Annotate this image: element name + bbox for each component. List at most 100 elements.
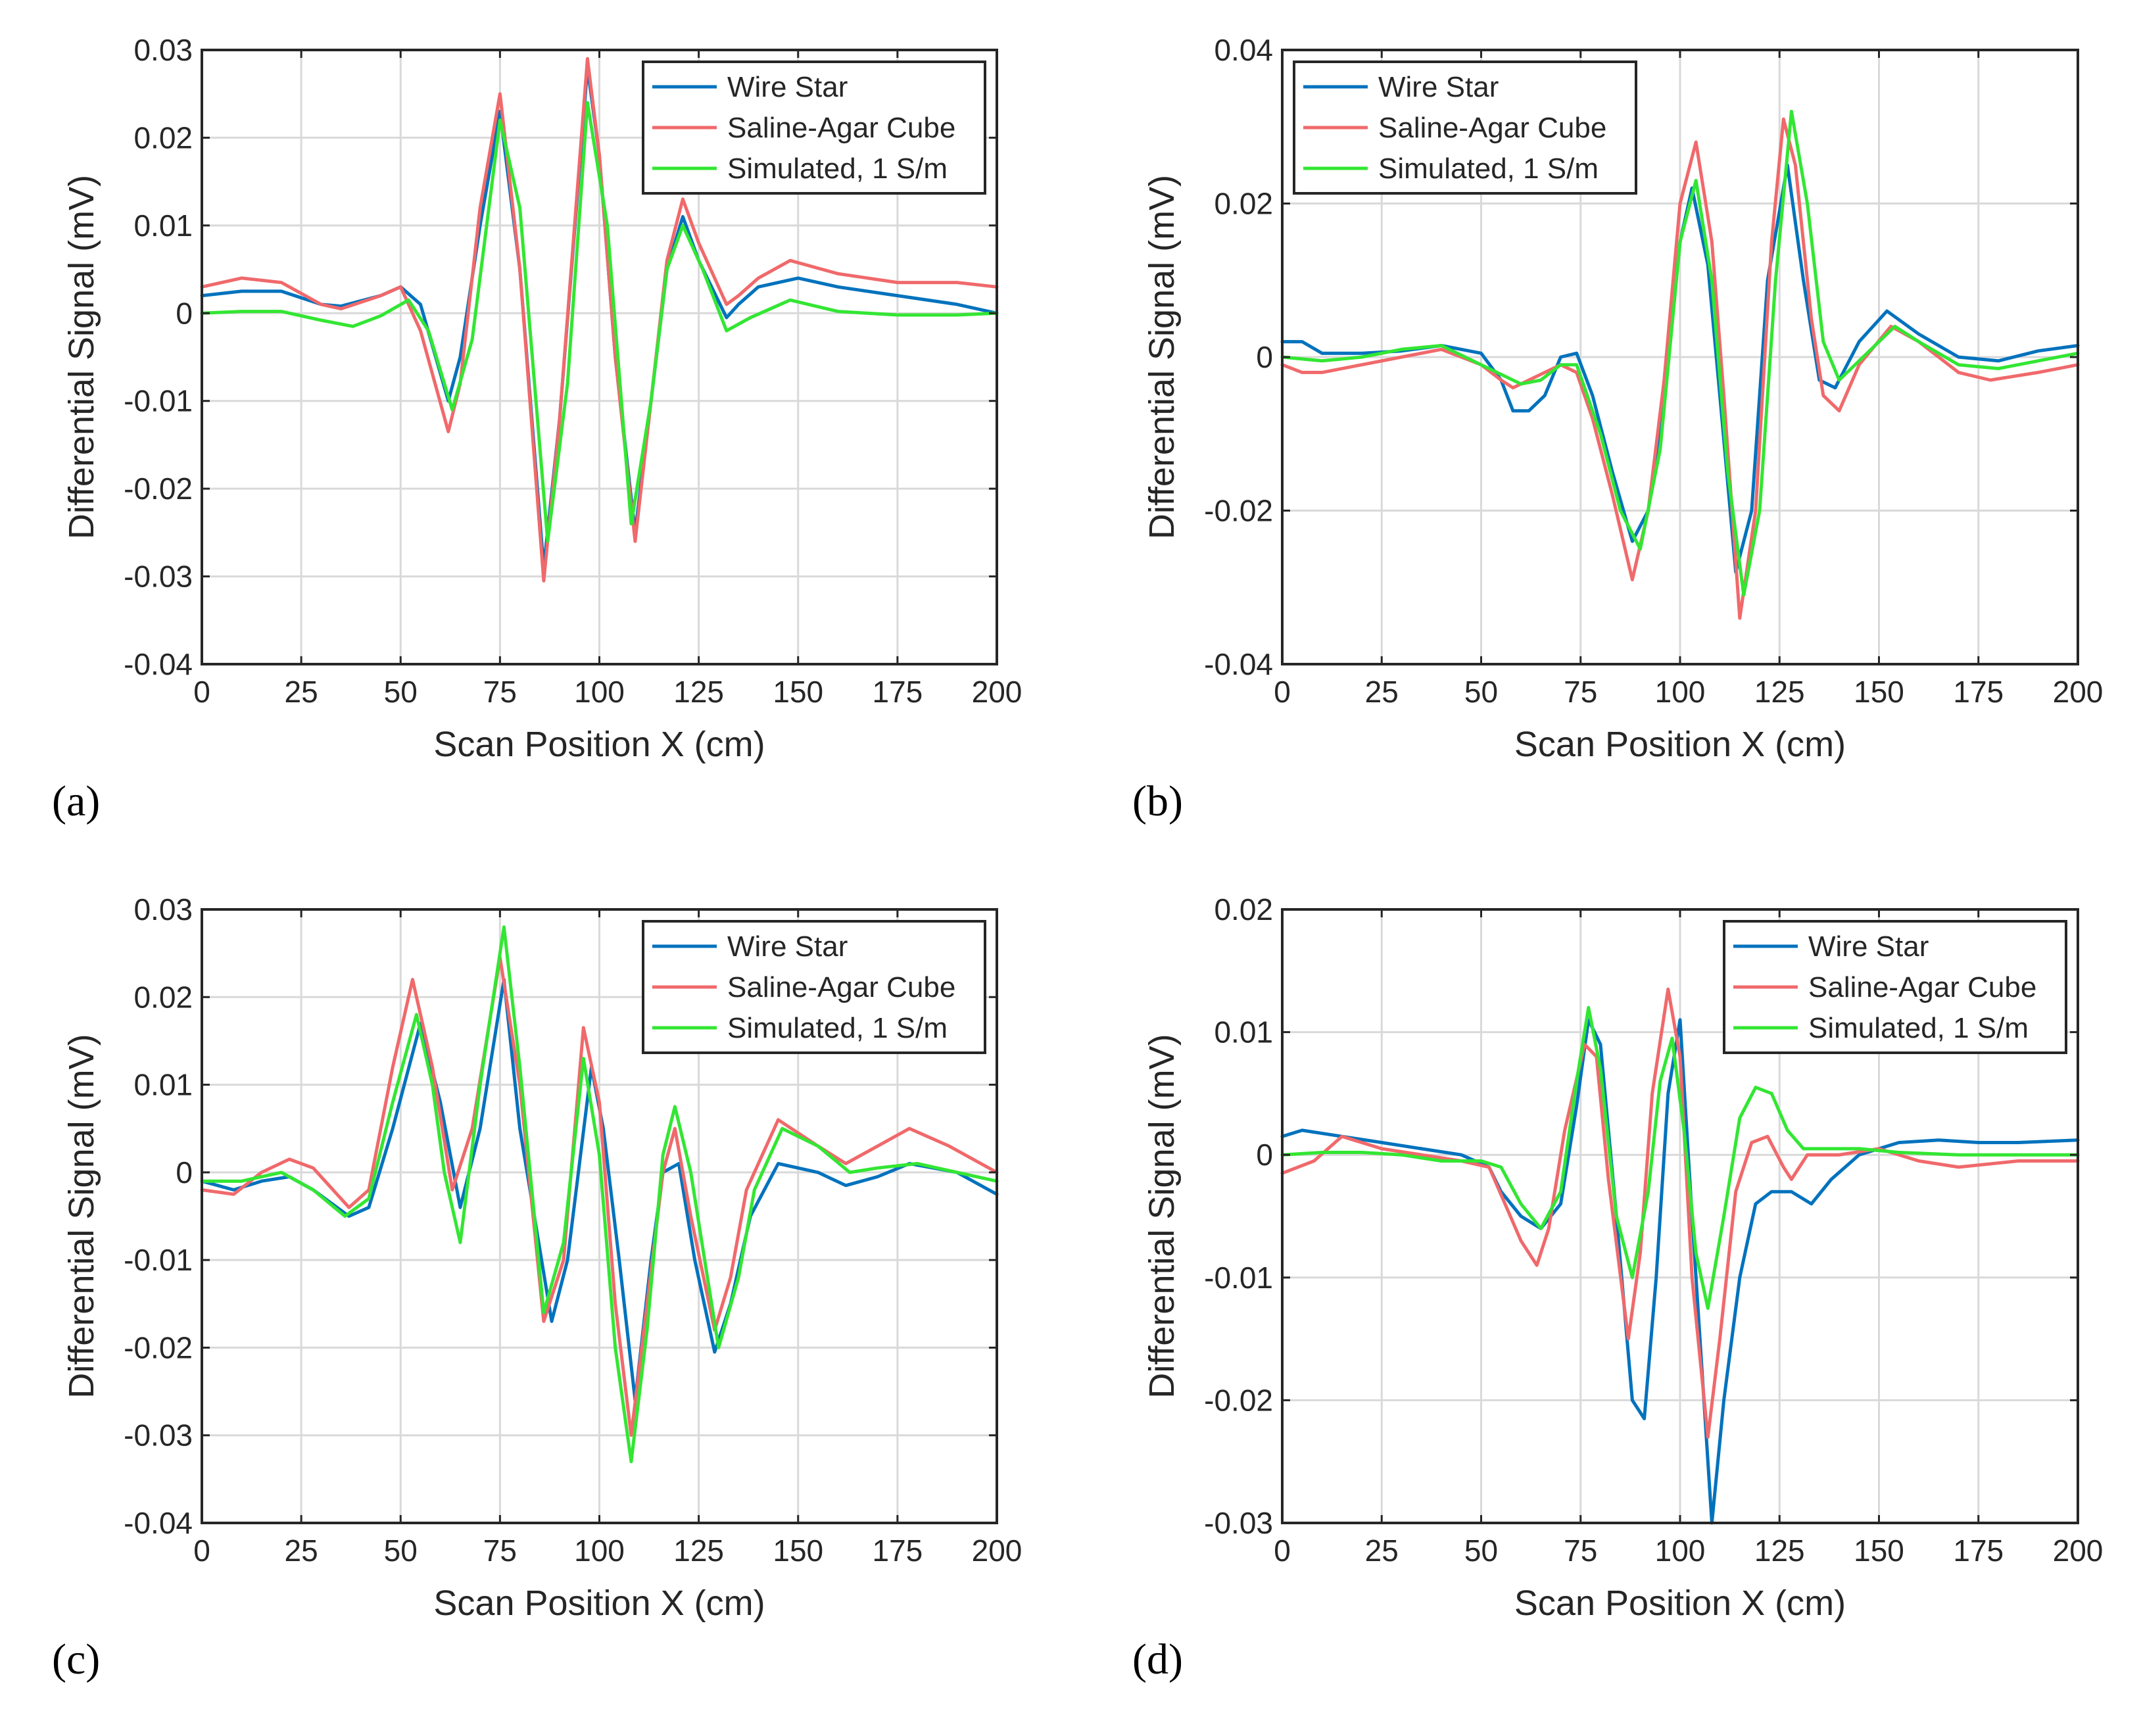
x-tick-label: 150 bbox=[1854, 675, 1904, 709]
x-tick-label: 0 bbox=[1274, 1533, 1291, 1568]
x-tick-label: 0 bbox=[193, 1533, 210, 1568]
panel-label: (c) bbox=[52, 1635, 100, 1683]
x-tick-label: 50 bbox=[1464, 675, 1498, 709]
x-axis-label: Scan Position X (cm) bbox=[1514, 1583, 1846, 1623]
panel-label: (d) bbox=[1132, 1635, 1183, 1683]
series-line-simulated-1-s-m bbox=[200, 101, 999, 543]
x-tick-label: 175 bbox=[1953, 675, 2004, 709]
x-tick-label: 175 bbox=[873, 1533, 923, 1568]
legend: Wire Star Saline-Agar Cube Simulated, 1 S/… bbox=[1723, 920, 2067, 1054]
legend-label: Wire Star bbox=[1808, 930, 1929, 963]
legend: Wire Star Saline-Agar Cube Simulated, 1 S/… bbox=[1293, 60, 1637, 195]
legend-label: Simulated, 1 S/m bbox=[727, 1012, 948, 1044]
x-tick-label: 125 bbox=[673, 675, 724, 709]
x-tick-label: 200 bbox=[2053, 1533, 2104, 1568]
legend-label: Simulated, 1 S/m bbox=[1808, 1012, 2029, 1044]
legend-label: Saline-Agar Cube bbox=[727, 112, 955, 144]
panel-label: (b) bbox=[1132, 777, 1183, 825]
x-tick-label: 25 bbox=[1365, 675, 1399, 709]
y-tick-label: -0.02 bbox=[124, 471, 193, 506]
y-tick-label: 0.03 bbox=[133, 33, 193, 67]
x-tick-label: 25 bbox=[285, 1533, 318, 1568]
y-tick-label: 0.02 bbox=[1214, 187, 1273, 221]
series-line-simulated-1-s-m bbox=[200, 925, 999, 1464]
x-tick-label: 25 bbox=[1365, 1533, 1399, 1568]
x-tick-label: 175 bbox=[873, 675, 923, 709]
series-line-simulated-1-s-m bbox=[1280, 109, 2080, 597]
y-tick-label: -0.02 bbox=[124, 1330, 193, 1364]
x-tick-label: 75 bbox=[483, 675, 517, 709]
x-tick-label: 150 bbox=[773, 675, 823, 709]
legend-label: Wire Star bbox=[1378, 71, 1499, 103]
y-tick-label: 0.03 bbox=[133, 892, 193, 927]
x-tick-label: 175 bbox=[1953, 1533, 2004, 1568]
x-axis-label: Scan Position X (cm) bbox=[433, 725, 765, 764]
series-line-saline-agar-cube bbox=[1280, 987, 2080, 1439]
y-tick-label: -0.04 bbox=[124, 1506, 193, 1540]
y-tick-label: -0.03 bbox=[124, 560, 193, 594]
y-tick-label: -0.01 bbox=[124, 1243, 193, 1277]
x-tick-label: 150 bbox=[773, 1533, 823, 1568]
legend-label: Saline-Agar Cube bbox=[1808, 971, 2036, 1003]
x-tick-label: 200 bbox=[2053, 675, 2104, 709]
legend-label: Saline-Agar Cube bbox=[1378, 112, 1606, 144]
legend: Wire Star Saline-Agar Cube Simulated, 1 S/… bbox=[642, 920, 986, 1054]
x-tick-label: 125 bbox=[1754, 1533, 1805, 1568]
y-tick-label: -0.01 bbox=[124, 384, 193, 418]
legend-label: Wire Star bbox=[727, 930, 848, 963]
y-axis-label: Differential Signal (mV) bbox=[1142, 175, 1182, 539]
x-tick-label: 75 bbox=[1564, 1533, 1597, 1568]
chart-panel-b: 0 25 50 75 100 125 150 175 200 -0.04 -0.02 0 0.02 0.0… bbox=[1132, 33, 2103, 825]
y-axis-label: Differential Signal (mV) bbox=[62, 1034, 101, 1398]
y-tick-label: -0.02 bbox=[1204, 1383, 1273, 1417]
x-tick-label: 50 bbox=[384, 675, 418, 709]
y-tick-label: 0.01 bbox=[1214, 1015, 1273, 1049]
x-tick-label: 100 bbox=[574, 1533, 625, 1568]
y-tick-label: 0.01 bbox=[133, 208, 193, 243]
y-tick-label: 0 bbox=[176, 296, 193, 330]
y-tick-label: 0.04 bbox=[1214, 33, 1273, 67]
y-tick-label: 0.02 bbox=[133, 120, 193, 155]
chart-panel-a: 0 25 50 75 100 125 150 175 200 -0.04 -0.03 -0.02 -0.… bbox=[52, 33, 1022, 825]
x-tick-label: 200 bbox=[972, 1533, 1022, 1568]
series-line-saline-agar-cube bbox=[200, 57, 999, 583]
y-tick-label: 0 bbox=[1256, 1138, 1273, 1172]
x-tick-label: 0 bbox=[1274, 675, 1291, 709]
x-tick-label: 25 bbox=[285, 675, 318, 709]
y-tick-label: -0.03 bbox=[1204, 1506, 1273, 1540]
x-axis-label: Scan Position X (cm) bbox=[433, 1583, 765, 1623]
x-tick-label: 125 bbox=[673, 1533, 724, 1568]
x-tick-label: 0 bbox=[193, 675, 210, 709]
x-tick-label: 125 bbox=[1754, 675, 1805, 709]
x-tick-label: 100 bbox=[1655, 1533, 1706, 1568]
x-tick-label: 100 bbox=[574, 675, 625, 709]
y-axis-label: Differential Signal (mV) bbox=[62, 175, 101, 539]
y-tick-label: -0.01 bbox=[1204, 1261, 1273, 1295]
y-tick-label: -0.02 bbox=[1204, 494, 1273, 528]
chart-panel-c: 0 25 50 75 100 125 150 175 200 -0.04 -0.03 -0.02 -0.… bbox=[52, 892, 1022, 1683]
legend-label: Saline-Agar Cube bbox=[727, 971, 955, 1003]
legend-label: Simulated, 1 S/m bbox=[727, 153, 948, 185]
y-tick-label: -0.03 bbox=[124, 1418, 193, 1453]
x-tick-label: 50 bbox=[384, 1533, 418, 1568]
x-tick-label: 50 bbox=[1464, 1533, 1498, 1568]
x-tick-label: 200 bbox=[972, 675, 1022, 709]
y-tick-label: 0 bbox=[176, 1155, 193, 1190]
y-tick-label: 0 bbox=[1256, 340, 1273, 374]
y-tick-label: 0.02 bbox=[1214, 892, 1273, 927]
legend-label: Simulated, 1 S/m bbox=[1378, 153, 1599, 185]
y-axis-label: Differential Signal (mV) bbox=[1142, 1034, 1182, 1398]
legend: Wire Star Saline-Agar Cube Simulated, 1 S/… bbox=[642, 60, 986, 195]
y-tick-label: 0.01 bbox=[133, 1068, 193, 1102]
chart-panel-d: 0 25 50 75 100 125 150 175 200 -0.03 -0.02 -0.01 0 0.… bbox=[1132, 892, 2103, 1683]
x-tick-label: 150 bbox=[1854, 1533, 1904, 1568]
x-tick-label: 75 bbox=[1564, 675, 1597, 709]
x-axis-label: Scan Position X (cm) bbox=[1514, 725, 1846, 764]
panel-label: (a) bbox=[52, 777, 100, 825]
legend-label: Wire Star bbox=[727, 71, 848, 103]
x-tick-label: 100 bbox=[1655, 675, 1706, 709]
series-line-simulated-1-s-m bbox=[1280, 1005, 2080, 1310]
y-tick-label: -0.04 bbox=[1204, 647, 1273, 681]
x-tick-label: 75 bbox=[483, 1533, 517, 1568]
